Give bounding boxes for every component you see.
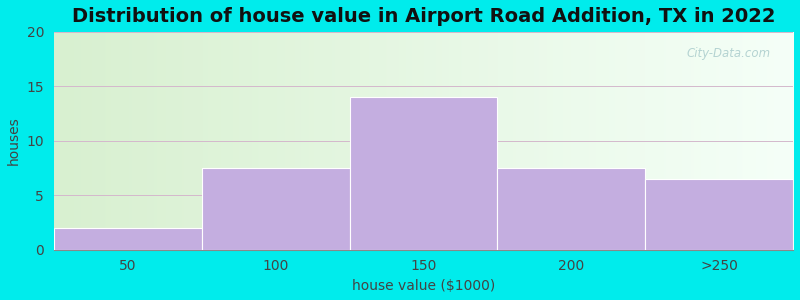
X-axis label: house value ($1000): house value ($1000) [352,279,495,293]
Y-axis label: houses: houses [7,116,21,165]
Text: City-Data.com: City-Data.com [686,47,771,60]
Bar [646,179,793,250]
Bar [54,228,202,250]
Bar [202,168,350,250]
Bar [498,168,646,250]
Bar [350,97,498,250]
Title: Distribution of house value in Airport Road Addition, TX in 2022: Distribution of house value in Airport R… [72,7,775,26]
